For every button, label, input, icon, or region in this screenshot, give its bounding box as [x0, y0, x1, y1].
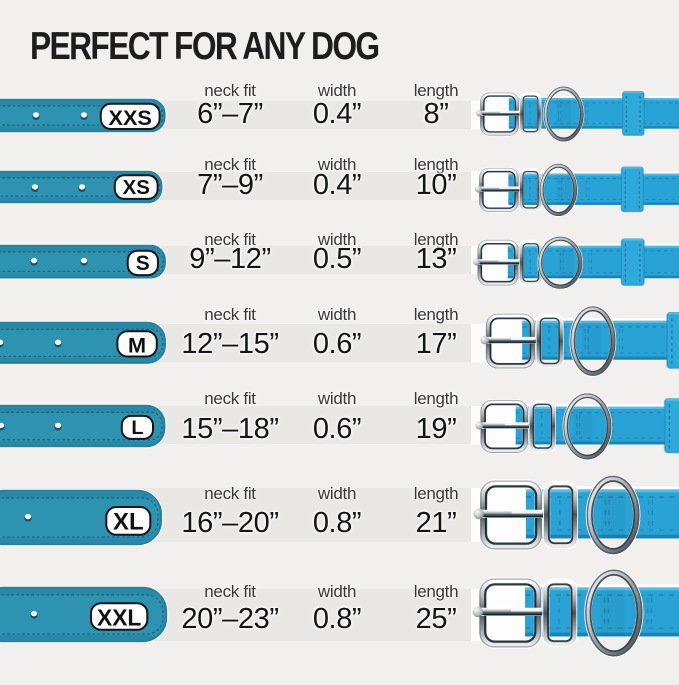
- svg-text:XS: XS: [123, 177, 150, 199]
- svg-text:L: L: [131, 417, 143, 439]
- svg-text:M: M: [128, 332, 146, 357]
- svg-text:XL: XL: [113, 508, 144, 535]
- svg-text:S: S: [136, 253, 150, 276]
- svg-text:XXS: XXS: [108, 105, 151, 130]
- svg-text:XXL: XXL: [97, 604, 141, 630]
